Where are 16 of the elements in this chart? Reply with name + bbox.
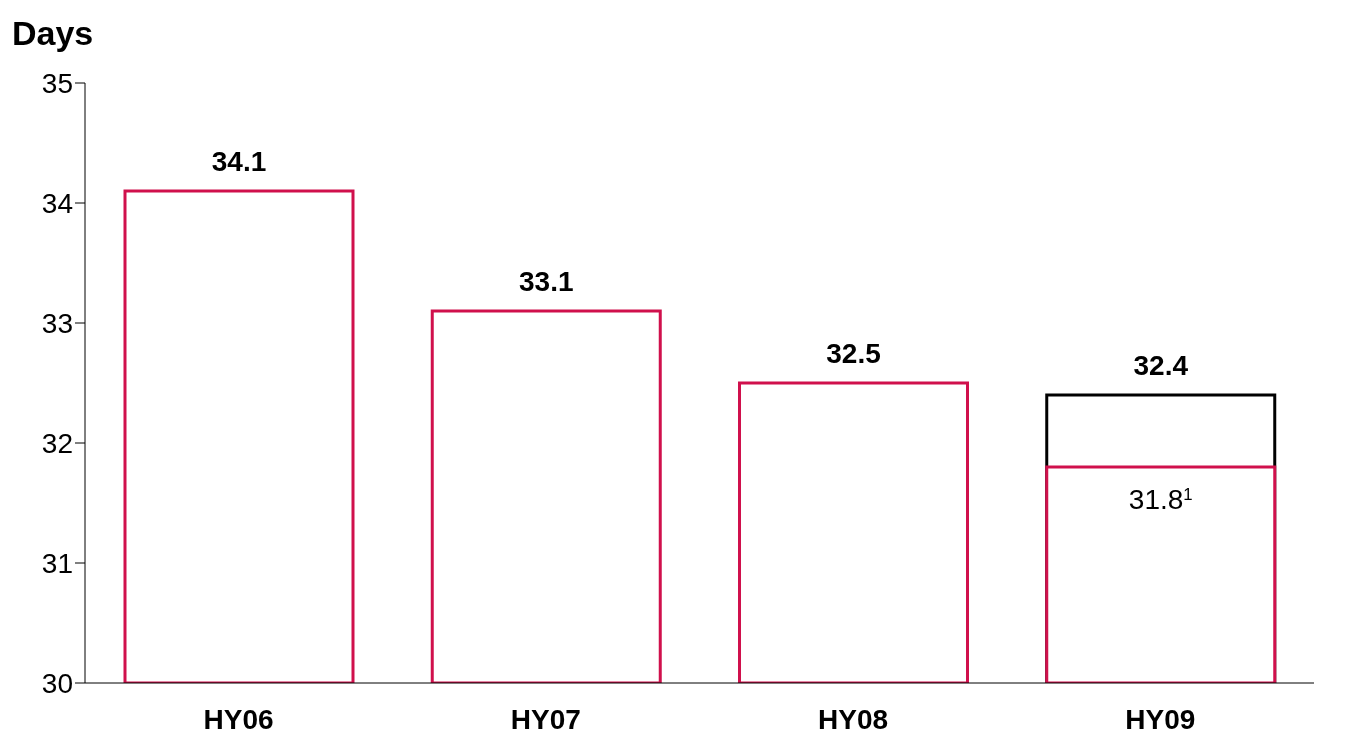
x-tick-label: HY08 xyxy=(818,703,889,735)
y-tick-label: 30 xyxy=(41,667,73,699)
y-tick-label: 34 xyxy=(41,187,73,219)
x-tick-label: HY06 xyxy=(203,703,274,735)
y-tick-label: 35 xyxy=(41,67,73,99)
data-label: 34.1 xyxy=(211,146,267,177)
x-tick-label: HY09 xyxy=(1125,703,1196,735)
data-label: 32.4 xyxy=(1133,350,1189,381)
y-tick-label: 31 xyxy=(41,547,73,579)
data-label: 31.8$^{1}$ xyxy=(1128,484,1193,515)
y-tick-label: 32 xyxy=(41,427,73,459)
data-label: 33.1 xyxy=(519,266,574,297)
y-tick-label: 33 xyxy=(41,307,73,339)
y-axis-title: Days xyxy=(12,14,94,53)
data-label: 32.5 xyxy=(826,338,881,369)
x-tick-label: HY07 xyxy=(510,703,581,735)
